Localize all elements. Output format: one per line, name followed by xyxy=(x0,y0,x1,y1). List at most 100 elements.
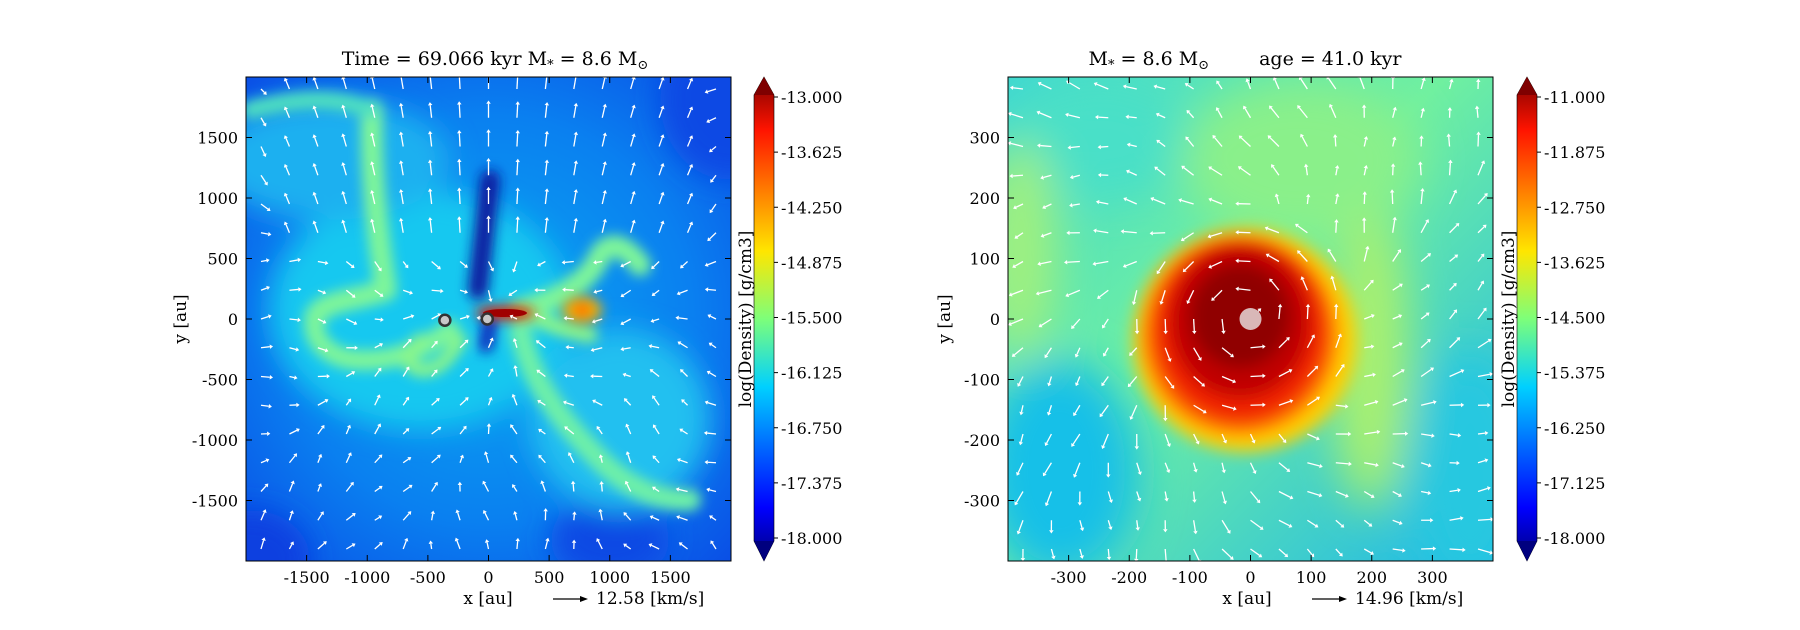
velocity-vector-head xyxy=(322,541,327,545)
velocity-vector-head xyxy=(1135,527,1140,531)
velocity-vector-head xyxy=(1092,261,1096,266)
velocity-vector-head xyxy=(1403,398,1408,403)
velocity-vector xyxy=(431,484,437,492)
velocity-vector xyxy=(1074,404,1081,414)
velocity-vector-head xyxy=(1484,458,1489,463)
velocity-vector xyxy=(1305,166,1309,176)
velocity-vector-head xyxy=(378,485,383,490)
colorbar-tick-label: -16.750 xyxy=(781,419,842,438)
velocity-vector xyxy=(573,514,576,521)
velocity-vector xyxy=(1335,462,1349,465)
velocity-vector xyxy=(654,457,660,464)
velocity-vector xyxy=(601,192,606,205)
velocity-vector xyxy=(512,316,518,320)
velocity-vector-head xyxy=(350,264,355,269)
velocity-vector-head xyxy=(1073,412,1077,417)
velocity-vector xyxy=(652,516,660,521)
velocity-vector xyxy=(1364,374,1373,378)
velocity-vector-head xyxy=(1400,369,1405,374)
left-vector-key-label: 12.58 [km/s] xyxy=(596,589,704,609)
velocity-vector xyxy=(651,370,660,378)
colorbar-tick-label: -14.500 xyxy=(1544,309,1605,328)
velocity-vector-head xyxy=(1095,199,1100,205)
velocity-vector xyxy=(1076,347,1081,355)
velocity-vector-head xyxy=(704,459,708,465)
velocity-vector-head xyxy=(1397,249,1402,253)
velocity-vector xyxy=(1364,462,1376,466)
velocity-vector-head xyxy=(341,162,346,166)
velocity-vector-head xyxy=(427,130,433,135)
velocity-vector xyxy=(1193,404,1205,413)
velocity-vector-head xyxy=(1037,143,1041,148)
velocity-vector xyxy=(1074,462,1081,475)
x-tick-label: -500 xyxy=(410,568,446,587)
velocity-vector xyxy=(658,137,663,147)
velocity-vector-head xyxy=(427,217,433,221)
velocity-vector xyxy=(679,289,688,294)
velocity-vector-head xyxy=(648,344,653,349)
velocity-vector xyxy=(402,315,412,320)
velocity-vector-head xyxy=(1402,548,1406,553)
velocity-vector-head xyxy=(1123,197,1128,202)
velocity-vector xyxy=(1158,141,1166,148)
velocity-vector xyxy=(371,192,376,205)
velocity-vector xyxy=(317,456,321,463)
velocity-vector-head xyxy=(1186,109,1191,114)
velocity-vector-head xyxy=(464,367,469,372)
velocity-vector-head xyxy=(1284,553,1289,558)
velocity-vector-head xyxy=(433,369,438,374)
velocity-vector-head xyxy=(544,217,550,221)
velocity-vector xyxy=(1211,199,1223,205)
velocity-vector-head xyxy=(1289,399,1294,404)
velocity-vector xyxy=(1448,81,1453,90)
velocity-vector-head xyxy=(457,158,462,163)
y-tick-label: -100 xyxy=(964,371,1000,390)
velocity-vector xyxy=(1392,519,1400,524)
velocity-vector-head xyxy=(1425,312,1430,317)
velocity-vector xyxy=(1477,432,1486,435)
velocity-vector-head xyxy=(1037,81,1042,86)
velocity-vector xyxy=(1363,139,1367,147)
velocity-vector-head xyxy=(515,158,520,163)
velocity-vector xyxy=(653,397,660,406)
velocity-vector-head xyxy=(1230,353,1234,358)
velocity-vector xyxy=(1276,196,1280,205)
velocity-vector-head xyxy=(1370,313,1375,319)
velocity-vector xyxy=(458,104,461,118)
velocity-vector xyxy=(1278,370,1290,378)
velocity-vector xyxy=(317,260,326,264)
velocity-vector-head xyxy=(454,537,459,542)
velocity-vector-head xyxy=(267,314,272,319)
velocity-vector xyxy=(1363,548,1372,554)
velocity-vector xyxy=(1136,462,1141,473)
velocity-vector xyxy=(1477,282,1483,291)
velocity-vector-head xyxy=(440,288,444,294)
velocity-vector-head xyxy=(510,424,514,429)
velocity-vector-head xyxy=(1332,134,1338,138)
velocity-vector-head xyxy=(1297,105,1301,110)
velocity-vector xyxy=(544,540,549,550)
x-tick-label: 500 xyxy=(534,568,565,587)
velocity-vector-head xyxy=(464,289,469,294)
velocity-vector-head xyxy=(353,320,358,325)
velocity-vector-head xyxy=(1093,82,1098,87)
velocity-vector-head xyxy=(1460,369,1465,374)
velocity-vector xyxy=(1359,77,1365,90)
x-tick-label: 200 xyxy=(1356,568,1387,587)
velocity-vector xyxy=(625,545,632,550)
velocity-vector-head xyxy=(407,338,412,343)
velocity-vector-head xyxy=(1167,358,1172,362)
velocity-vector xyxy=(514,368,518,377)
velocity-vector-head xyxy=(1073,473,1078,478)
x-tick-label: 100 xyxy=(1296,568,1327,587)
y-tick-label: -300 xyxy=(964,492,1000,511)
velocity-vector-head xyxy=(1134,446,1140,450)
right-colorbar-label: log(Density) [g/cm3] xyxy=(1499,231,1519,408)
velocity-vector xyxy=(1098,116,1109,119)
velocity-vector xyxy=(1221,491,1226,502)
velocity-vector-head xyxy=(631,104,636,109)
velocity-vector xyxy=(314,137,319,147)
velocity-vector xyxy=(1278,519,1290,527)
left-x-axis-label: x [au] xyxy=(463,589,512,609)
velocity-vector-head xyxy=(1318,493,1323,498)
